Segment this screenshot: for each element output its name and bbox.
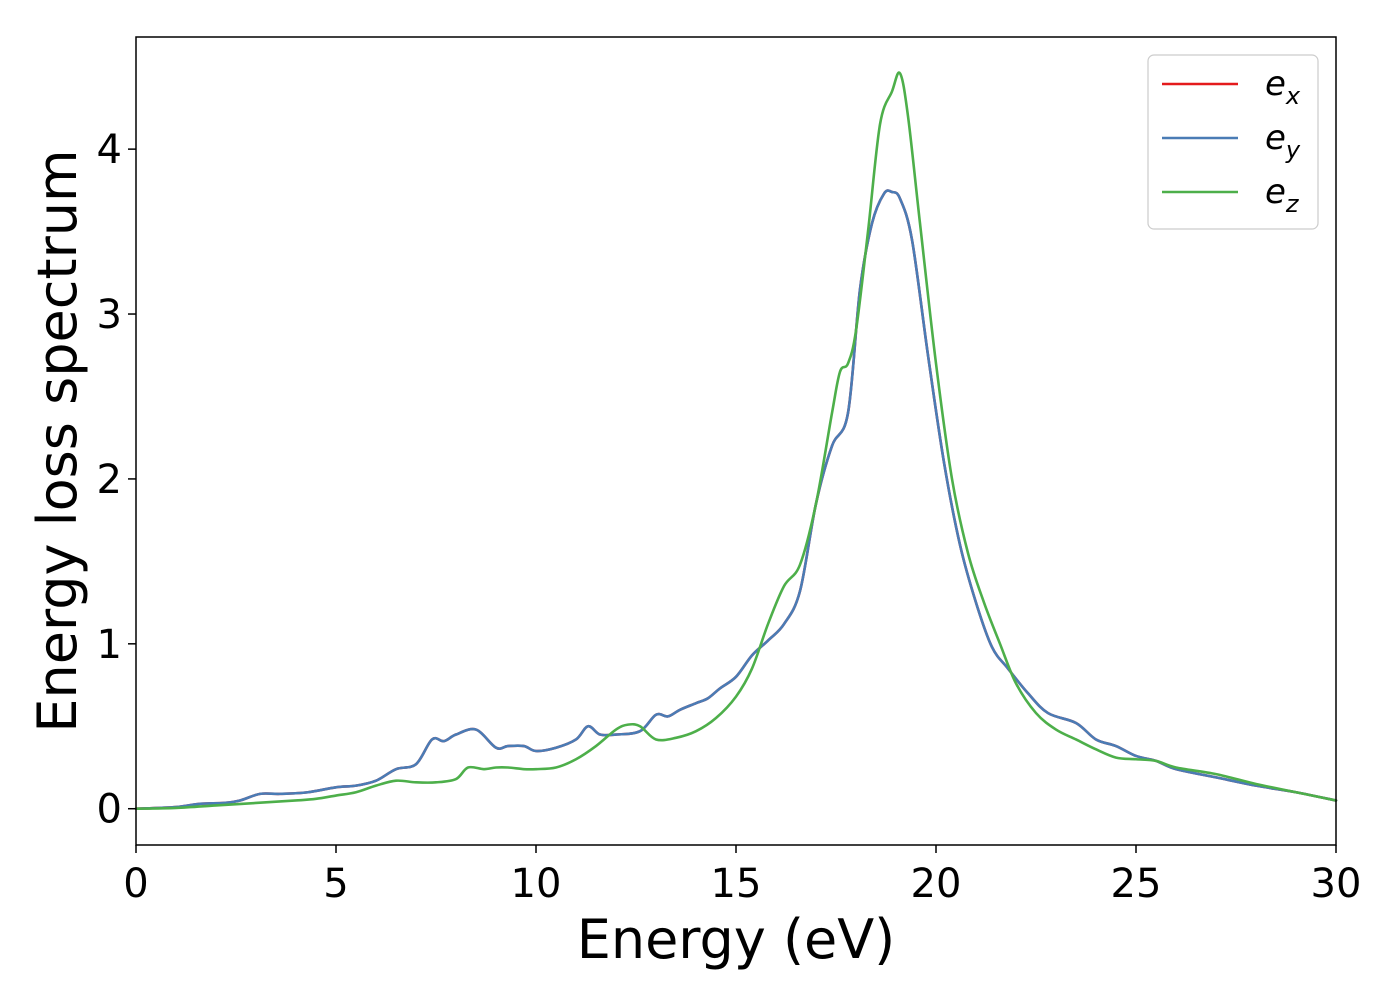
legend-label-subscript: z <box>1285 190 1300 218</box>
x-axis-title: Energy (eV) <box>577 908 896 971</box>
y-tick-label: 0 <box>97 787 122 833</box>
x-tick-label: 0 <box>123 861 148 907</box>
x-tick-label: 10 <box>511 861 562 907</box>
legend-label-base: e <box>1265 172 1286 212</box>
series-line-z <box>134 71 1338 811</box>
y-axis-title: Energy loss spectrum <box>26 149 89 732</box>
y-tick-label: 3 <box>97 292 122 338</box>
series-layer <box>134 71 1338 811</box>
legend-label-subscript: x <box>1285 82 1301 110</box>
legend-label-x: ex <box>1265 64 1301 110</box>
legend-label-z: ez <box>1265 172 1300 218</box>
x-tick-label: 25 <box>1111 861 1162 907</box>
x-tick-label: 5 <box>323 861 348 907</box>
y-tick-label: 2 <box>97 457 122 503</box>
x-tick-label: 15 <box>711 861 762 907</box>
series-line-y <box>134 189 1338 811</box>
y-axis-ticks: 0 1 2 3 4 <box>97 127 136 833</box>
legend-label-base: e <box>1265 118 1286 158</box>
legend-label-y: ey <box>1265 118 1301 164</box>
x-tick-label: 30 <box>1311 861 1362 907</box>
legend-box <box>1147 54 1319 230</box>
x-tick-label: 20 <box>911 861 962 907</box>
x-axis-ticks: 0 5 10 15 20 25 30 <box>123 845 1361 907</box>
y-tick-label: 4 <box>97 127 122 173</box>
series-line-x <box>134 189 1338 811</box>
y-tick-label: 1 <box>97 622 122 668</box>
legend-label-subscript: y <box>1285 136 1301 164</box>
legend-label-base: e <box>1265 64 1286 104</box>
